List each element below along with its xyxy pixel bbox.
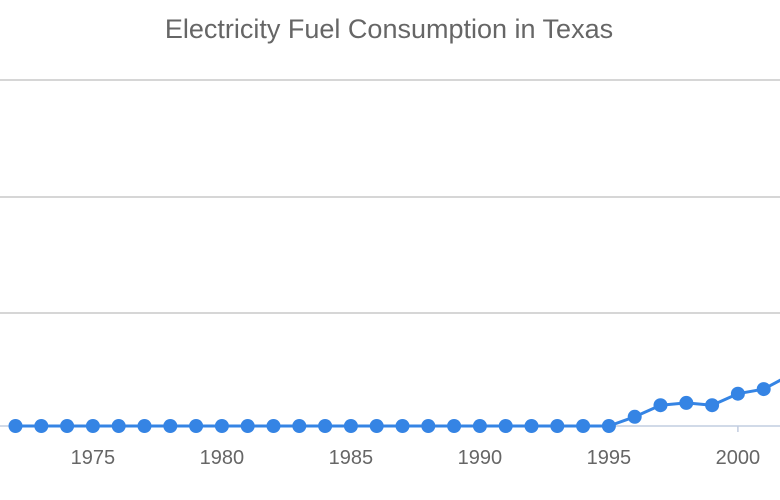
data-point-1990: [472, 419, 487, 433]
data-point-1988: [421, 419, 436, 433]
x-tick-label-1975: 1975: [71, 447, 116, 469]
x-tick-label-1990: 1990: [458, 447, 503, 469]
data-point-1991: [498, 419, 513, 433]
data-point-1980: [214, 419, 229, 433]
data-point-1972: [8, 419, 23, 433]
data-point-1998: [679, 395, 694, 410]
data-point-1995: [601, 419, 616, 433]
x-tick-label-1995: 1995: [587, 447, 632, 469]
data-point-1999: [705, 398, 720, 413]
data-point-1983: [292, 419, 307, 433]
data-point-1992: [524, 419, 539, 433]
x-tick-label-2000: 2000: [716, 447, 761, 469]
data-point-1994: [576, 419, 591, 433]
data-point-2000: [730, 386, 745, 401]
data-point-1978: [163, 419, 178, 433]
series-layer: [8, 378, 780, 433]
data-point-1986: [369, 419, 384, 433]
data-point-1993: [550, 419, 565, 433]
data-point-1997: [653, 398, 668, 413]
data-point-1977: [137, 419, 152, 433]
data-point-1976: [111, 419, 126, 433]
gridlines: [0, 79, 780, 314]
data-point-1987: [395, 419, 410, 433]
data-point-1979: [189, 419, 204, 433]
data-point-1975: [85, 419, 100, 433]
x-tick-label-1980: 1980: [200, 447, 245, 469]
data-point-1973: [34, 419, 49, 433]
chart-title: Electricity Fuel Consumption in Texas: [164, 14, 614, 44]
data-point-1996: [627, 409, 642, 424]
data-point-1974: [60, 419, 75, 433]
data-point-1989: [447, 419, 462, 433]
data-point-1981: [240, 419, 255, 433]
data-point-1984: [318, 419, 333, 433]
x-tick-label-1985: 1985: [329, 447, 374, 469]
data-point-2001: [756, 382, 771, 397]
data-point-1982: [266, 419, 281, 433]
data-point-1985: [343, 419, 358, 433]
